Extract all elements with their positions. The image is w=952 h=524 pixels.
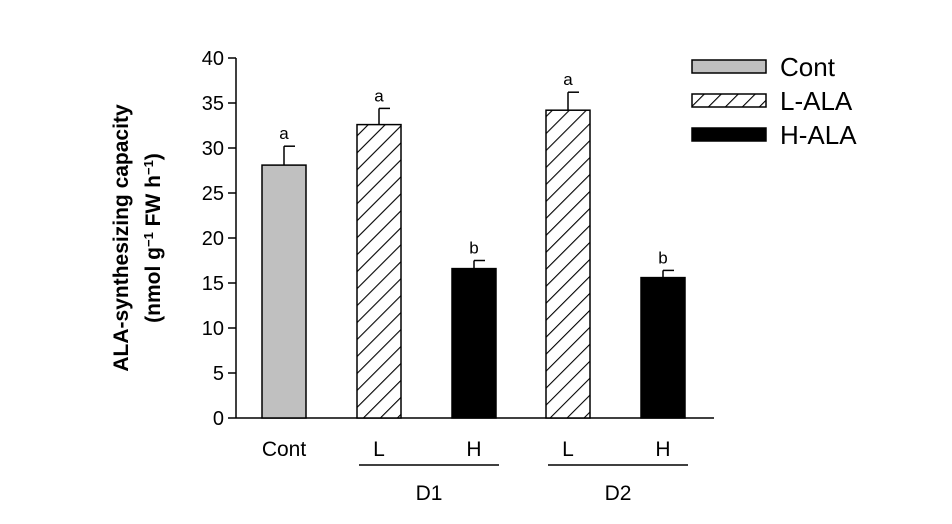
significance-letter: a [374, 86, 384, 105]
legend: Cont L-ALA H-ALA [691, 52, 857, 150]
bar [640, 276, 686, 419]
group-label: D2 [605, 482, 632, 505]
axes: 0 5 10 15 20 25 30 35 40 [202, 48, 714, 430]
bars: a a b a b [261, 70, 686, 419]
y-tick-label: 0 [213, 408, 224, 430]
legend-label: L-ALA [780, 86, 853, 116]
legend-label: Cont [780, 52, 836, 82]
y-tick-label: 20 [202, 228, 224, 250]
legend-label: H-ALA [780, 120, 857, 150]
y-tick-label: 15 [202, 273, 224, 295]
y-tick-label: 30 [202, 138, 224, 160]
x-axis-labels: Cont L H L H D1 D2 [262, 438, 688, 505]
legend-swatch [691, 59, 767, 74]
significance-letter: b [469, 239, 478, 258]
bar [545, 109, 591, 419]
x-tick-label: L [562, 438, 574, 461]
y-axis-label-line1: ALA-synthesizing capacity [110, 104, 133, 372]
y-tick-label: 40 [202, 48, 224, 70]
x-tick-label: H [655, 438, 670, 461]
y-tick-label: 5 [213, 363, 224, 385]
y-tick-label: 35 [202, 93, 224, 115]
legend-swatch [691, 93, 767, 108]
y-tick-label: 10 [202, 318, 224, 340]
x-tick-label: Cont [262, 438, 307, 461]
y-axis-label: ALA-synthesizing capacity (nmol g−1 FW h… [110, 104, 165, 372]
bar [451, 267, 497, 419]
x-tick-label: H [466, 438, 481, 461]
bar [356, 123, 402, 419]
significance-letter: a [279, 124, 289, 143]
bar [261, 164, 307, 419]
legend-swatch [691, 127, 767, 142]
y-tick-label: 25 [202, 183, 224, 205]
significance-letter: a [563, 70, 573, 89]
x-tick-label: L [373, 438, 385, 461]
group-label: D1 [416, 482, 443, 505]
y-axis-label-line2: (nmol g−1 FW h−1) [141, 153, 166, 323]
significance-letter: b [658, 248, 667, 267]
